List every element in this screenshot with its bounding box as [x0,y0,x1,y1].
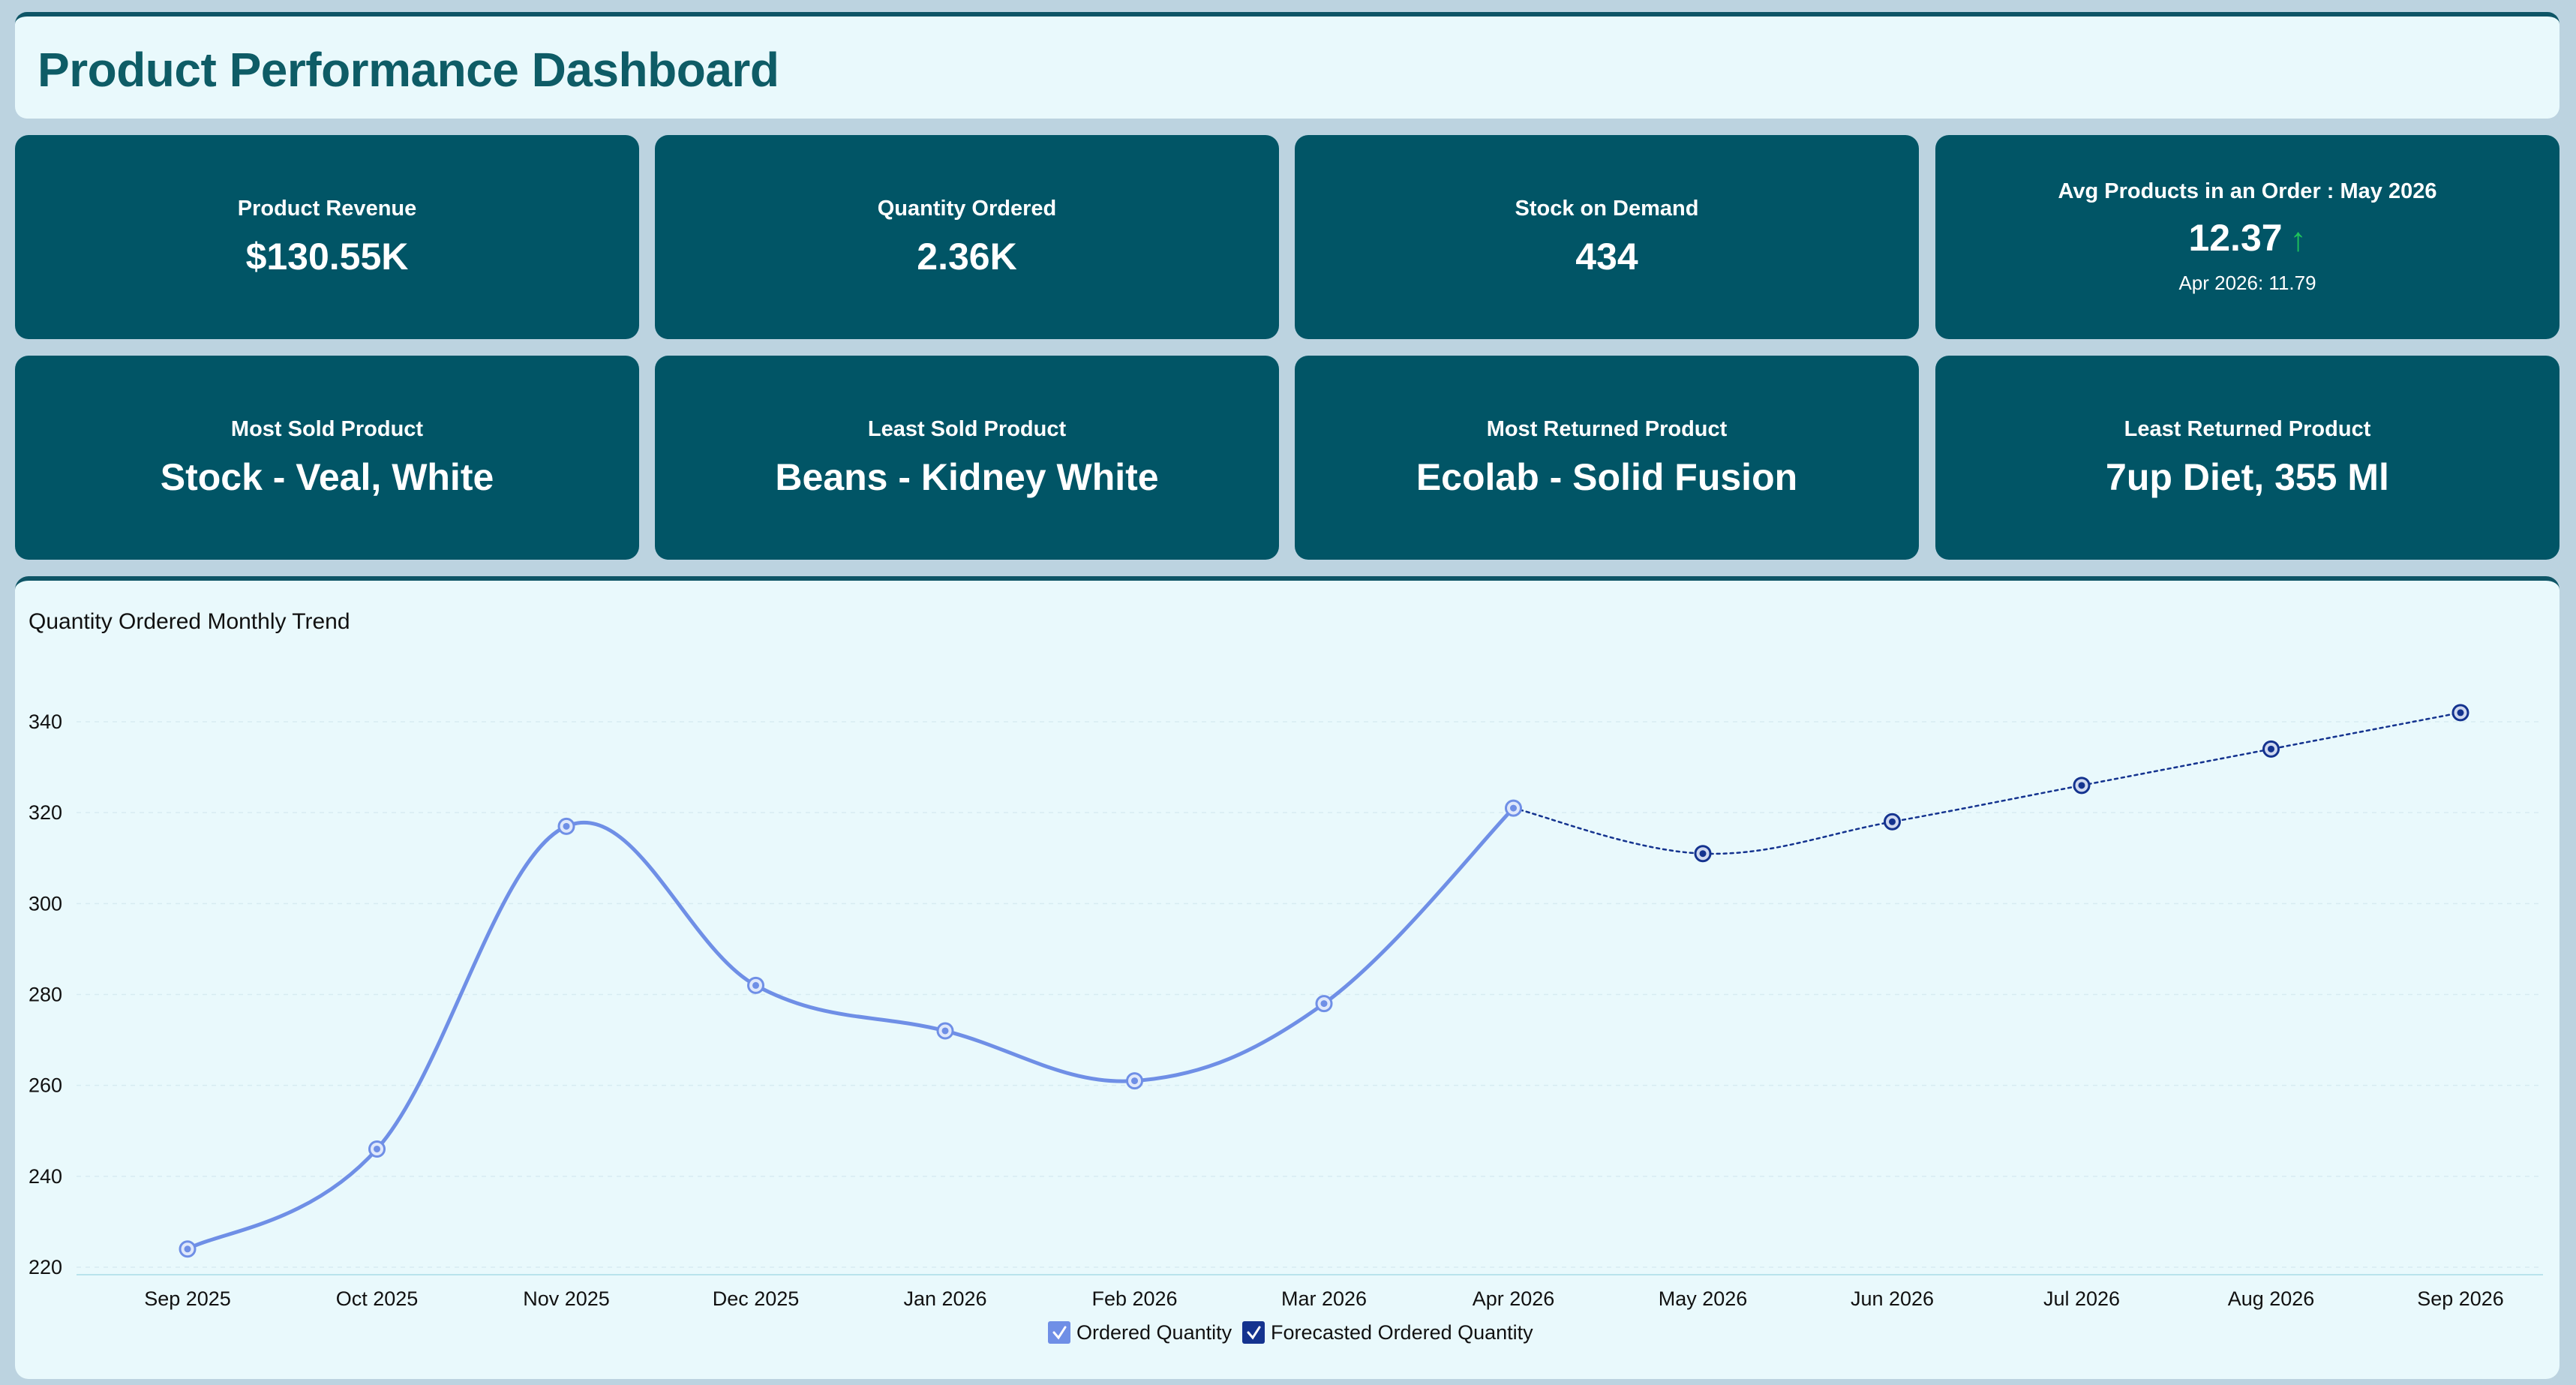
ordered-point-center [374,1145,380,1152]
x-tick-label: Oct 2025 [336,1287,419,1310]
up-arrow-icon: ↑ [2289,221,2307,258]
x-tick-label: Feb 2026 [1091,1287,1177,1310]
forecast-point-center [2457,709,2464,717]
kpi-value: 12.37 [2188,217,2283,259]
kpi-avg-products: Avg Products in an Order : May 2026 12.3… [1935,135,2559,339]
kpi-least-returned: Least Returned Product 7up Diet, 355 Ml [1935,356,2559,560]
kpi-value: 7up Diet, 355 Ml [2106,455,2389,498]
kpi-label: Most Sold Product [230,416,424,441]
forecast-point-center [2268,745,2274,753]
x-tick-label: Sep 2026 [2417,1287,2504,1310]
ordered-point-center [1320,1000,1328,1008]
forecast-point-center [1889,818,1896,825]
y-tick-label: 340 [29,711,62,733]
legend-label[interactable]: Ordered Quantity [1076,1321,1232,1344]
x-tick-label: Apr 2026 [1473,1287,1555,1310]
kpi-value: $130.55K [245,235,409,278]
kpi-label: Product Revenue [237,196,417,221]
kpi-label: Stock on Demand [1515,196,1699,221]
kpi-value: 2.36K [917,235,1017,278]
title-bar: Product Performance Dashboard [15,12,2559,119]
check-icon [1247,1326,1261,1340]
ordered-point-center [752,981,759,989]
x-tick-label: Aug 2026 [2228,1287,2315,1310]
x-tick-label: Jan 2026 [903,1287,986,1310]
x-tick-label: Jun 2026 [1851,1287,1934,1310]
check-icon [1052,1326,1067,1340]
x-tick-label: Dec 2025 [713,1287,800,1310]
x-tick-label: May 2026 [1659,1287,1748,1310]
ordered-point-center [563,822,570,830]
kpi-stock-on-demand: Stock on Demand 434 [1295,135,1919,339]
kpi-compare: Apr 2026: 11.79 [2178,272,2316,294]
chart-title: Quantity Ordered Monthly Trend [29,609,350,634]
kpi-quantity-ordered: Quantity Ordered 2.36K [655,135,1279,339]
ordered-point-center [941,1027,949,1035]
kpi-product-revenue: Product Revenue $130.55K [15,135,639,339]
kpi-value-row: 12.37 ↑ [2188,216,2306,260]
ordered-point-center [1510,804,1517,812]
y-tick-label: 300 [29,892,62,915]
kpi-value: Ecolab - Solid Fusion [1416,455,1798,498]
kpi-value: Beans - Kidney White [775,455,1159,498]
x-tick-label: Nov 2025 [523,1287,610,1310]
kpi-value: Stock - Veal, White [160,455,494,498]
page-title: Product Performance Dashboard [38,43,779,97]
ordered-quantity-line [185,806,1515,1251]
y-tick-label: 220 [29,1256,62,1278]
y-tick-label: 260 [29,1074,62,1097]
y-tick-label: 280 [29,984,62,1006]
kpi-label: Quantity Ordered [877,196,1057,221]
kpi-label: Least Returned Product [2124,416,2371,441]
kpi-label: Least Sold Product [867,416,1067,441]
legend-label[interactable]: Forecasted Ordered Quantity [1271,1321,1533,1344]
kpi-value: 434 [1575,235,1638,278]
forecast-point-center [1699,850,1707,858]
line-chart: 220 240 260 280 300 320 340 Sep 2025 Oct 2025 Nov… [29,704,2543,1344]
ordered-point-center [1131,1077,1138,1085]
x-tick-label: Mar 2026 [1281,1287,1367,1310]
y-tick-label: 320 [29,801,62,824]
y-tick-label: 240 [29,1165,62,1188]
ordered-point-center [184,1245,191,1253]
chart-panel: Quantity Ordered Monthly Trend 220 240 260… [15,576,2559,1379]
kpi-most-sold: Most Sold Product Stock - Veal, White [15,356,639,560]
x-tick-label: Sep 2025 [144,1287,231,1310]
kpi-most-returned: Most Returned Product Ecolab - Solid Fus… [1295,356,1919,560]
x-tick-label: Jul 2026 [2043,1287,2120,1310]
legend-forecast-checkbox[interactable] [1242,1321,1265,1344]
forecast-line [1512,711,2462,855]
kpi-least-sold: Least Sold Product Beans - Kidney White [655,356,1279,560]
kpi-label: Avg Products in an Order : May 2026 [2058,179,2437,203]
kpi-label: Most Returned Product [1486,416,1728,441]
legend-ordered-checkbox[interactable] [1048,1321,1070,1344]
forecast-point-center [2078,782,2085,789]
